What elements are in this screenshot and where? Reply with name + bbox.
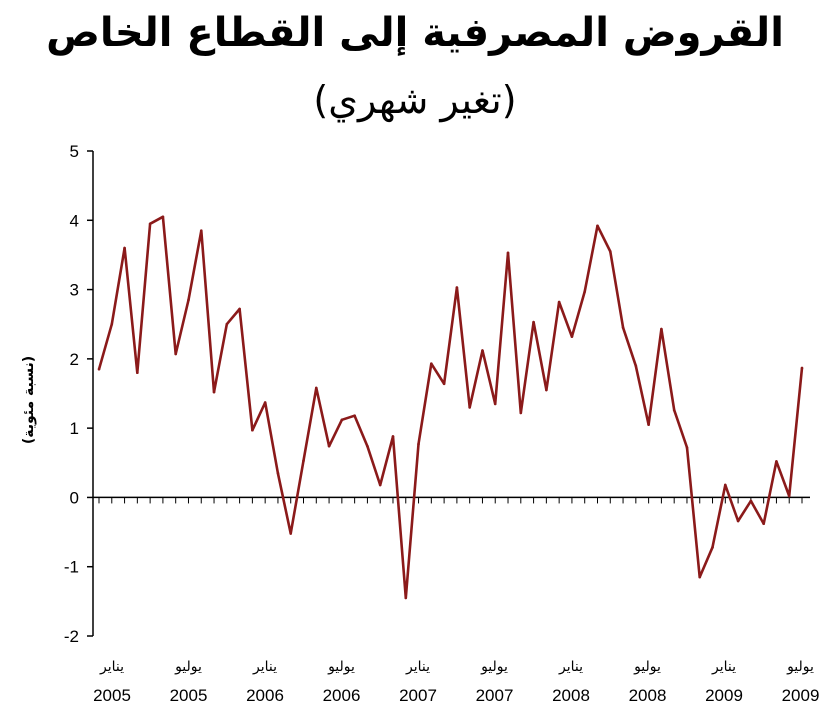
chart-title: القروض المصرفية إلى القطاع الخاص xyxy=(46,10,784,56)
chart-subtitle: (تغير شهري) xyxy=(313,78,517,122)
y-tick-label: -1 xyxy=(64,558,79,577)
data-point xyxy=(519,411,523,415)
data-point xyxy=(468,406,471,409)
data-point xyxy=(583,290,587,293)
data-point xyxy=(110,322,114,326)
data-point xyxy=(800,366,804,370)
x-tick-label-month: يوليو xyxy=(480,659,508,675)
x-tick-label-year: 2009 xyxy=(782,686,820,705)
data-point xyxy=(660,327,663,331)
data-point xyxy=(557,300,561,304)
data-series xyxy=(97,215,804,600)
data-point xyxy=(136,371,139,375)
data-point xyxy=(749,499,753,503)
x-tick-label-year: 2005 xyxy=(170,686,208,705)
data-point xyxy=(340,418,344,422)
axis-labels: -2 -1 0 1 2 3 4 5 (نسبة مئوية) يناير 2005 يوليو 2005… xyxy=(21,142,819,705)
axes xyxy=(87,150,810,637)
y-tick-label: 1 xyxy=(70,419,79,438)
x-tick-label-month: يوليو xyxy=(786,659,814,675)
y-tick-label: 4 xyxy=(70,211,79,230)
x-tick-label-month: يناير xyxy=(99,659,124,675)
data-point xyxy=(366,444,369,448)
data-point xyxy=(442,382,446,386)
y-axis-label: (نسبة مئوية) xyxy=(21,356,37,444)
y-tick-label: 0 xyxy=(70,488,79,507)
x-tick-label-month: يناير xyxy=(711,659,736,675)
data-point xyxy=(417,442,420,446)
data-point xyxy=(212,390,216,394)
y-tick-label: 2 xyxy=(70,350,79,369)
data-point xyxy=(225,322,229,326)
data-point xyxy=(570,335,574,338)
data-point xyxy=(174,352,177,356)
data-point xyxy=(391,435,395,438)
data-point xyxy=(302,459,305,463)
data-point xyxy=(404,596,408,600)
data-point xyxy=(327,444,331,448)
x-tick-label-year: 2005 xyxy=(93,686,131,705)
data-point xyxy=(97,367,101,371)
data-point xyxy=(455,286,459,289)
data-point xyxy=(545,388,548,392)
x-tick-label-year: 2006 xyxy=(246,686,284,705)
data-point xyxy=(711,546,714,549)
data-point xyxy=(621,326,625,329)
x-tick-label-month: يناير xyxy=(558,659,583,675)
data-point xyxy=(532,320,535,324)
x-tick-label-year: 2009 xyxy=(705,686,743,705)
data-point xyxy=(608,250,612,253)
data-point xyxy=(698,575,702,579)
data-point xyxy=(187,298,190,302)
data-point xyxy=(430,362,433,366)
y-tick-label: 3 xyxy=(70,281,79,300)
data-point xyxy=(724,483,727,487)
data-point xyxy=(672,408,676,412)
data-point xyxy=(647,423,650,426)
data-point xyxy=(378,483,382,487)
x-tick-label-month: يناير xyxy=(252,659,277,675)
data-point xyxy=(251,428,254,432)
y-tick-label: 5 xyxy=(70,142,79,161)
x-tick-label-year: 2008 xyxy=(629,686,667,705)
x-tick-label-year: 2006 xyxy=(323,686,361,705)
x-tick-label-year: 2007 xyxy=(399,686,437,705)
x-tick-label-month: يوليو xyxy=(327,659,355,675)
data-point xyxy=(736,519,740,523)
data-point xyxy=(685,446,689,449)
data-point xyxy=(238,307,241,311)
data-point xyxy=(506,251,510,255)
x-tick-label-month: يوليو xyxy=(174,659,202,675)
data-point xyxy=(123,246,126,250)
data-line xyxy=(97,215,804,600)
data-point xyxy=(276,471,280,475)
data-point xyxy=(199,229,203,232)
data-point xyxy=(161,215,165,219)
data-point xyxy=(596,224,599,228)
data-point xyxy=(775,460,778,463)
x-tick-label-month: يناير xyxy=(405,659,430,675)
data-point xyxy=(762,522,765,526)
x-tick-label-year: 2008 xyxy=(552,686,590,705)
data-point xyxy=(353,414,356,417)
data-point xyxy=(787,494,791,498)
data-point xyxy=(481,349,484,352)
y-tick-label: -2 xyxy=(64,627,79,646)
x-tick-label-month: يوليو xyxy=(633,659,661,675)
data-point xyxy=(263,401,267,404)
x-tick-label-year: 2007 xyxy=(476,686,514,705)
data-point xyxy=(314,386,318,390)
data-point xyxy=(289,532,293,535)
data-point xyxy=(493,402,497,406)
data-point xyxy=(148,222,152,226)
data-point xyxy=(634,364,638,368)
